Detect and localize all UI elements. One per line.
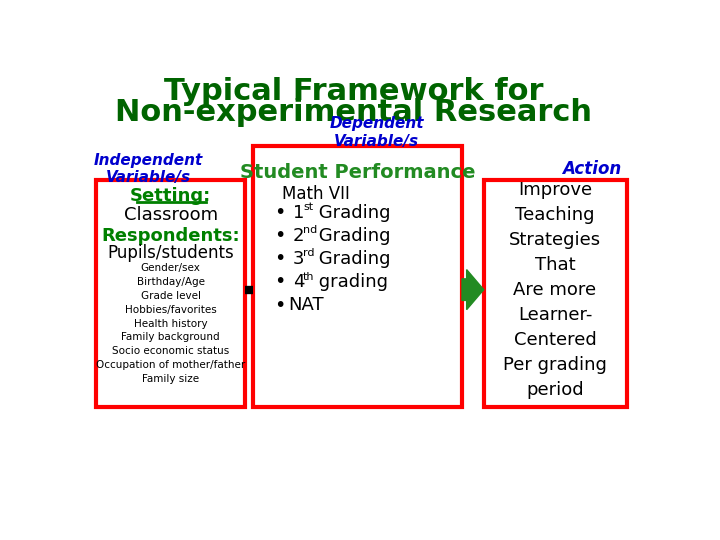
Text: 4: 4: [293, 273, 305, 291]
Text: 2: 2: [293, 227, 305, 245]
Text: •: •: [274, 295, 286, 314]
Text: Respondents:: Respondents:: [102, 227, 240, 245]
Text: Socio economic status: Socio economic status: [112, 346, 229, 356]
Text: Occupation of mother/father: Occupation of mother/father: [96, 360, 246, 370]
Text: 1: 1: [293, 204, 305, 221]
Text: Birthday/Age: Birthday/Age: [137, 277, 204, 287]
Text: Typical Framework for: Typical Framework for: [163, 77, 544, 106]
Text: Gender/sex: Gender/sex: [140, 263, 201, 273]
Text: Non-experimental Research: Non-experimental Research: [115, 98, 592, 127]
Text: th: th: [303, 272, 315, 281]
FancyBboxPatch shape: [253, 146, 462, 408]
Text: Grading: Grading: [313, 204, 391, 221]
Text: nd: nd: [303, 225, 318, 235]
Text: Independent
Variable/s: Independent Variable/s: [94, 152, 203, 185]
Text: •: •: [274, 273, 286, 292]
Text: Grading: Grading: [313, 250, 391, 268]
Text: Hobbies/favorites: Hobbies/favorites: [125, 305, 217, 315]
Text: 3: 3: [293, 250, 305, 268]
Text: Student Performance: Student Performance: [240, 163, 475, 182]
Text: Grading: Grading: [313, 227, 391, 245]
Text: Math VII: Math VII: [282, 185, 350, 203]
Text: Setting:: Setting:: [130, 187, 211, 205]
Text: grading: grading: [313, 273, 388, 291]
Text: rd: rd: [303, 248, 315, 259]
Text: Action: Action: [562, 160, 622, 178]
Text: Family size: Family size: [142, 374, 199, 384]
Text: Pupils/students: Pupils/students: [107, 244, 234, 262]
FancyBboxPatch shape: [96, 180, 245, 408]
Text: •: •: [274, 249, 286, 268]
FancyArrow shape: [462, 269, 484, 309]
Text: st: st: [303, 202, 313, 212]
Text: •: •: [274, 203, 286, 222]
Text: Grade level: Grade level: [140, 291, 201, 301]
Text: Classroom: Classroom: [124, 206, 217, 224]
Text: Family background: Family background: [121, 333, 220, 342]
Text: •: •: [274, 226, 286, 245]
Text: NAT: NAT: [289, 296, 324, 314]
Text: Improve
Teaching
Strategies
That
Are more
Learner-
Centered
Per grading
period: Improve Teaching Strategies That Are mor…: [503, 181, 607, 399]
FancyBboxPatch shape: [484, 180, 627, 408]
Text: Health history: Health history: [134, 319, 207, 328]
Text: Dependent
Variable/s: Dependent Variable/s: [330, 116, 424, 148]
